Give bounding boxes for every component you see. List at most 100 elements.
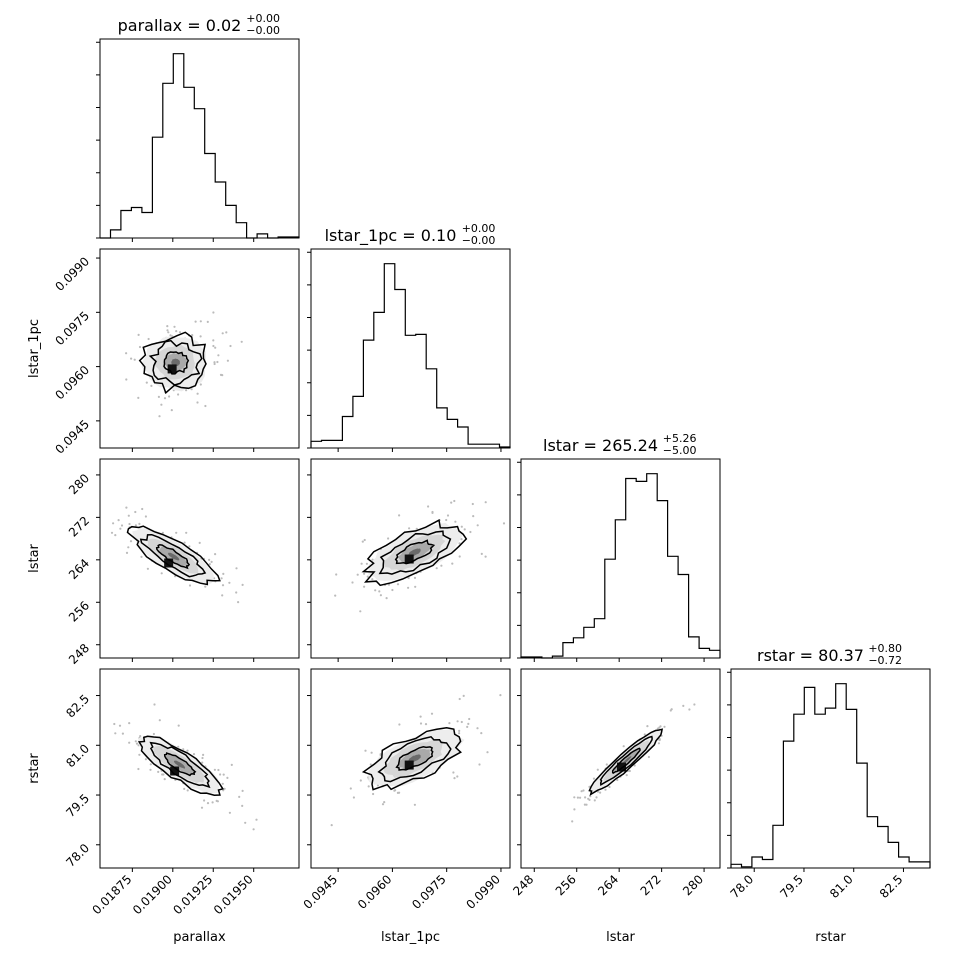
sample-point: [244, 821, 247, 824]
panel-frame: [310, 668, 511, 869]
sample-point: [365, 562, 368, 565]
sample-point: [476, 524, 479, 527]
sample-point: [458, 697, 461, 701]
sample-point: [366, 575, 369, 578]
contour-line: [148, 339, 203, 386]
sample-point: [238, 795, 241, 799]
sample-point: [185, 531, 188, 534]
panel-rstar-lstar: 248 256 264 272 280: [510, 668, 721, 898]
sample-point: [582, 789, 585, 792]
sample-point: [235, 567, 238, 570]
density-peak: [404, 760, 414, 770]
x-tick-label: 0.0975: [409, 872, 449, 912]
sample-point: [213, 768, 216, 771]
sample-point: [138, 345, 142, 349]
sample-point: [583, 803, 587, 806]
histogram-rstar: [730, 683, 931, 868]
histogram-lstar_1pc: [310, 263, 511, 448]
sample-point: [478, 763, 481, 766]
sample-point: [183, 541, 186, 544]
sample-point: [376, 784, 379, 787]
sample-point: [134, 524, 137, 527]
sample-point: [149, 768, 152, 771]
sample-point: [658, 726, 661, 729]
panel-lstar-parallax: 248 256 264 272 280: [66, 458, 300, 667]
sample-point: [152, 732, 155, 736]
sample-point: [255, 818, 258, 821]
density-region: [407, 754, 421, 763]
sample-point: [352, 796, 355, 799]
sample-point: [480, 732, 483, 735]
sample-point: [471, 502, 474, 506]
sample-point: [580, 790, 583, 793]
sample-point: [200, 806, 204, 809]
panel-frame: [520, 458, 721, 659]
sample-point: [458, 542, 461, 545]
sample-point: [657, 742, 661, 745]
sample-point: [670, 708, 673, 711]
sample-point: [144, 515, 147, 518]
sample-point: [175, 531, 178, 534]
sample-point: [125, 378, 128, 381]
sample-point: [407, 586, 410, 589]
sample-point: [486, 751, 489, 754]
sample-point: [222, 789, 225, 792]
sample-point: [221, 594, 224, 597]
sample-point: [605, 763, 608, 766]
sample-point: [361, 540, 364, 543]
y-tick-label: 0.0945: [53, 417, 93, 457]
sample-point: [112, 522, 115, 525]
sample-point: [192, 753, 196, 756]
sample-point: [364, 749, 367, 752]
sample-point: [588, 798, 591, 802]
sample-point: [144, 758, 147, 761]
sample-point: [222, 572, 225, 576]
sample-point: [217, 768, 220, 772]
sample-point: [125, 352, 128, 355]
contour-line: [155, 544, 191, 570]
x-tick-label: 78.0: [728, 872, 757, 901]
sample-point: [210, 560, 213, 564]
sample-point: [414, 585, 417, 588]
sample-point: [359, 610, 362, 613]
sample-point: [160, 572, 163, 575]
sample-point: [221, 332, 224, 335]
sample-point: [658, 739, 661, 742]
x-axis-label-rstar: rstar: [815, 930, 846, 945]
contour-line: [377, 735, 452, 783]
sample-point: [212, 311, 215, 314]
sample-point: [137, 767, 140, 771]
sample-point: [383, 801, 386, 804]
sample-point: [149, 763, 152, 766]
sample-point: [592, 777, 596, 780]
sample-point: [445, 518, 448, 522]
sample-point: [356, 573, 359, 576]
sample-point: [480, 552, 483, 556]
y-tick-label: 82.5: [63, 692, 92, 721]
contour-line: [588, 728, 664, 797]
sample-point: [456, 720, 459, 723]
sample-point: [387, 537, 390, 540]
y-tick-label: 264: [66, 556, 92, 582]
sample-point: [484, 501, 487, 504]
sample-point: [134, 510, 137, 514]
sample-point: [360, 562, 363, 565]
sample-point: [385, 597, 388, 600]
sample-point: [427, 505, 430, 508]
sample-point: [185, 389, 188, 392]
sample-point: [237, 601, 240, 604]
sample-point: [378, 590, 381, 593]
title-plus-error: +0.00: [246, 12, 280, 25]
sample-point: [169, 334, 172, 337]
sample-point: [216, 360, 219, 364]
sample-point: [150, 384, 153, 387]
density-peak: [167, 364, 177, 374]
y-tick-label: 79.5: [63, 791, 92, 820]
contour-line: [138, 331, 207, 395]
sample-point: [223, 787, 226, 790]
sample-point: [167, 331, 170, 334]
x-tick-label: 0.01950: [211, 872, 256, 917]
sample-point: [408, 527, 411, 530]
sample-point: [424, 723, 428, 726]
